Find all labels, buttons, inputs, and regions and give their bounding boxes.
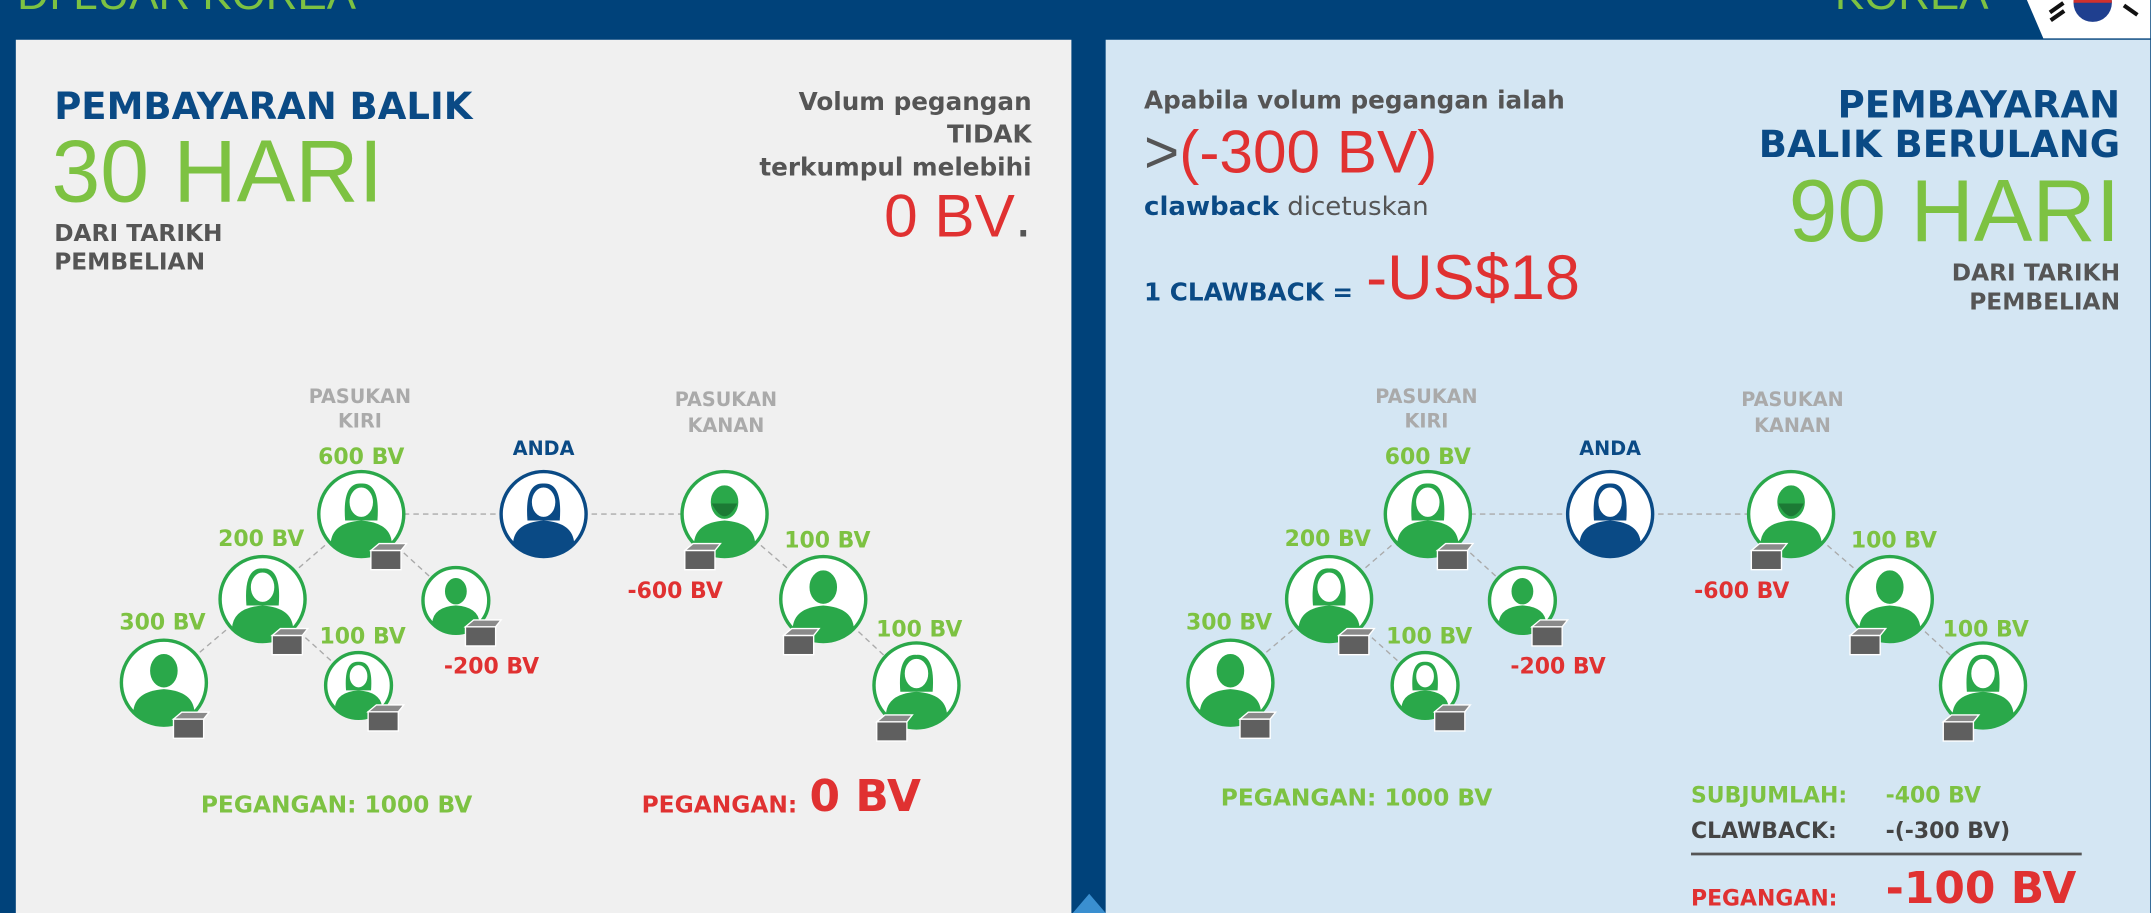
period: 30 HARI	[51, 122, 383, 220]
operator: >	[1144, 117, 1179, 185]
header-left: DI LUAR KOREA	[17, 0, 357, 19]
team-label: KANAN	[688, 414, 765, 437]
summary-value: -(-300 BV)	[1886, 819, 2010, 844]
trigger: clawback dicetuskan	[1144, 192, 1429, 222]
node-volume: 100 BV	[1851, 528, 1937, 553]
avatar-head	[1316, 571, 1341, 602]
node-volume: 100 BV	[1386, 624, 1472, 649]
team-label: KIRI	[1404, 410, 1448, 433]
node-volume: 200 BV	[1285, 527, 1371, 552]
condition: Volum pegangan	[799, 87, 1032, 116]
trigger-term: clawback	[1144, 192, 1280, 222]
condition: terkumpul melebihi	[759, 153, 1031, 182]
node-volume: 100 BV	[320, 624, 406, 649]
package	[1435, 712, 1465, 731]
team-label: PASUKAN	[675, 388, 777, 411]
package	[1850, 635, 1880, 654]
header-right: KOREA	[1835, 0, 1989, 19]
node-volume: 100 BV	[1943, 618, 2029, 643]
condition: TIDAK	[947, 120, 1033, 149]
threshold: (-300 BV)	[1179, 117, 1437, 185]
condition: Apabila volum pegangan ialah	[1144, 85, 1565, 114]
threshold-line: >(-300 BV)	[1144, 117, 1437, 185]
node-volume: 100 BV	[876, 618, 962, 643]
node-volume: -600 BV	[1694, 579, 1789, 604]
package	[371, 550, 401, 569]
avatar-head	[250, 571, 275, 602]
package	[272, 635, 302, 654]
package	[465, 627, 495, 646]
you-label: ANDA	[513, 437, 575, 460]
avatar-head	[1877, 571, 1902, 602]
package	[1240, 719, 1270, 738]
summary-label: SUBJUMLAH:	[1691, 783, 1847, 808]
node-volume: -200 BV	[444, 655, 539, 680]
team-label: KIRI	[338, 410, 382, 433]
clawback-value: -US$18	[1366, 243, 1580, 313]
threshold-end: .	[1015, 182, 1032, 250]
node-volume: 200 BV	[218, 527, 304, 552]
package	[1532, 627, 1562, 646]
heading: BALIK BERULANG	[1759, 123, 2120, 166]
node-volume: 300 BV	[1186, 611, 1272, 636]
avatar-head	[349, 664, 369, 688]
avatar-head	[1218, 655, 1243, 686]
flag	[2027, 0, 2150, 38]
avatar-head	[811, 571, 836, 602]
avatar-head	[446, 579, 466, 603]
heading: PEMBAYARAN BALIK	[54, 85, 474, 128]
clawback-label: 1 CLAWBACK =	[1144, 277, 1353, 306]
avatar-head	[1415, 664, 1435, 688]
avatar-head	[349, 486, 374, 517]
node-volume: -600 BV	[628, 579, 723, 604]
period-note: PEMBELIAN	[1969, 288, 2120, 315]
page: {"header": {"left_title": "DI LUAR KOREA…	[0, 0, 2151, 913]
avatar-head	[1513, 579, 1533, 603]
period-note: DARI TARIKH	[1952, 260, 2120, 287]
threshold-line: 0 BV.	[884, 182, 1032, 250]
avatar-head	[904, 658, 929, 689]
summary-value: -400 BV	[1886, 783, 1981, 808]
summary-label: CLAWBACK:	[1691, 819, 1837, 844]
avatar-head	[1415, 486, 1440, 517]
period-note: PEMBELIAN	[54, 249, 205, 276]
node-volume: -200 BV	[1510, 655, 1605, 680]
holding-label: PEGANGAN:	[642, 792, 798, 819]
holding-value: 0 BV	[810, 771, 921, 822]
heading: PEMBAYARAN	[1838, 83, 2121, 126]
package	[877, 722, 907, 741]
package	[685, 550, 715, 569]
avatar-head	[151, 655, 176, 686]
summary-label: PEGANGAN:	[1691, 886, 1837, 911]
summary-value: -100 BV	[1886, 863, 2077, 913]
team-label: PASUKAN	[1375, 385, 1477, 408]
infographic: DI LUAR KOREA KOREA PEMBAYARAN BALIK 30 …	[0, 0, 2151, 913]
package	[1437, 550, 1467, 569]
avatar-head	[531, 486, 556, 517]
threshold: 0 BV	[884, 182, 1015, 250]
you-label: ANDA	[1579, 437, 1641, 460]
holding-total: PEGANGAN: 1000 BV	[201, 792, 473, 819]
node-volume: 300 BV	[119, 611, 205, 636]
team-label: KANAN	[1754, 414, 1831, 437]
package	[1339, 635, 1369, 654]
node-volume: 600 BV	[318, 445, 404, 470]
period-note: DARI TARIKH	[54, 220, 222, 247]
holding-total: PEGANGAN: 1000 BV	[1221, 785, 1493, 812]
period: 90 HARI	[1789, 162, 2121, 260]
trigger-verb: dicetuskan	[1287, 192, 1428, 222]
package	[173, 719, 203, 738]
avatar-head	[1970, 658, 1995, 689]
avatar-head	[1597, 486, 1622, 517]
team-label: PASUKAN	[1741, 388, 1843, 411]
package	[368, 712, 398, 731]
package	[1943, 722, 1973, 741]
node-volume: 600 BV	[1385, 445, 1471, 470]
team-label: PASUKAN	[309, 385, 411, 408]
package	[1751, 550, 1781, 569]
node-volume: 100 BV	[784, 528, 870, 553]
package	[784, 635, 814, 654]
